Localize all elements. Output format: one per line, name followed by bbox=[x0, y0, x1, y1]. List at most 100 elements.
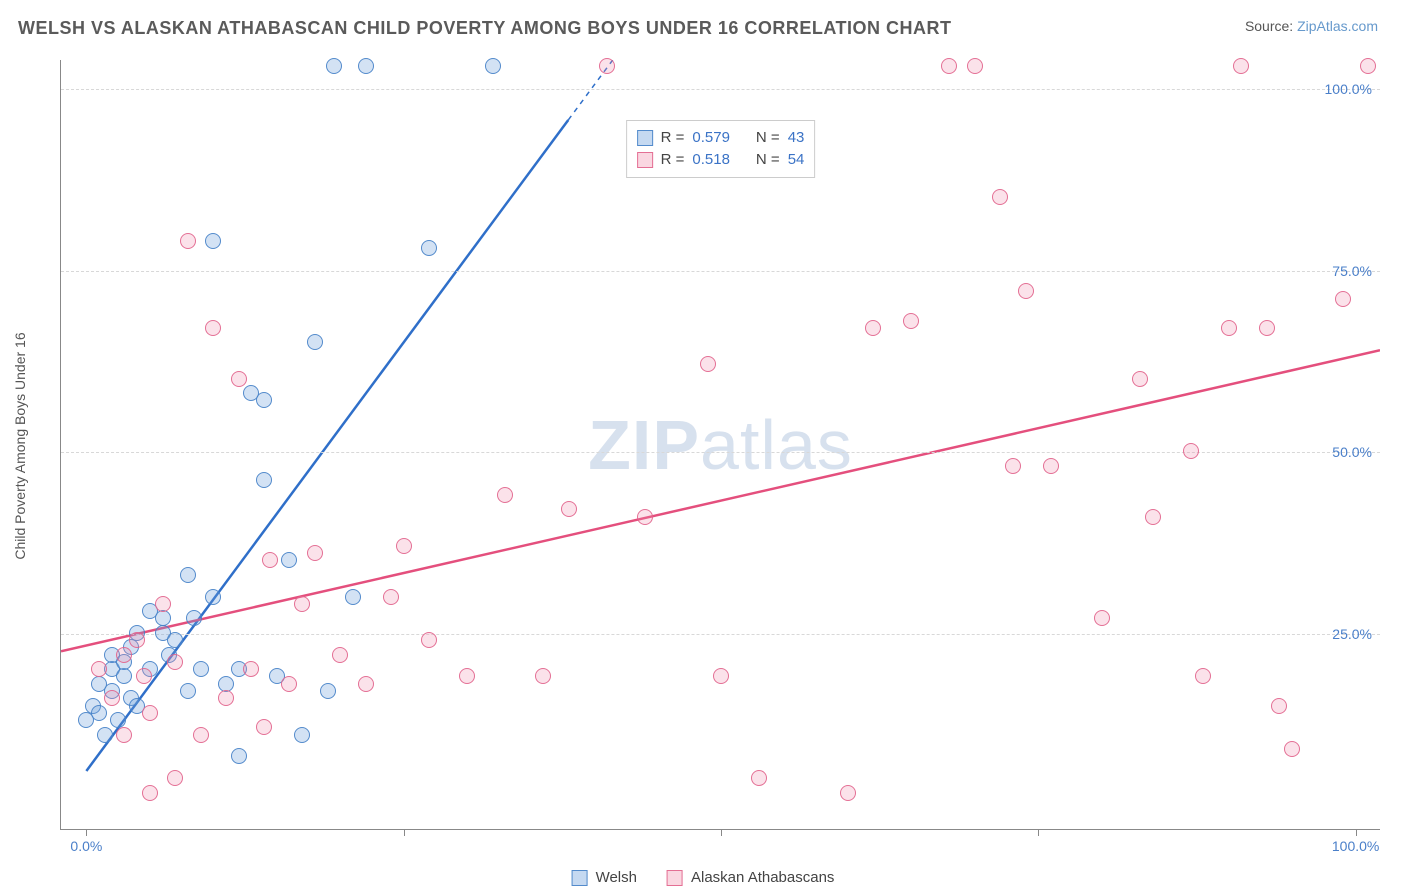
legend-item-athabascan[interactable]: Alaskan Athabascans bbox=[667, 869, 834, 886]
data-point[interactable] bbox=[1183, 443, 1199, 459]
data-point[interactable] bbox=[262, 552, 278, 568]
data-point[interactable] bbox=[1335, 291, 1351, 307]
data-point[interactable] bbox=[256, 392, 272, 408]
data-point[interactable] bbox=[256, 472, 272, 488]
data-point[interactable] bbox=[142, 705, 158, 721]
data-point[interactable] bbox=[205, 589, 221, 605]
legend-label-welsh: Welsh bbox=[596, 869, 637, 886]
data-point[interactable] bbox=[180, 233, 196, 249]
data-point[interactable] bbox=[1132, 371, 1148, 387]
data-point[interactable] bbox=[167, 654, 183, 670]
data-point[interactable] bbox=[358, 676, 374, 692]
data-point[interactable] bbox=[1195, 668, 1211, 684]
data-point[interactable] bbox=[167, 632, 183, 648]
data-point[interactable] bbox=[116, 727, 132, 743]
data-point[interactable] bbox=[155, 610, 171, 626]
data-point[interactable] bbox=[142, 785, 158, 801]
r-value-athabascan: 0.518 bbox=[692, 149, 730, 171]
data-point[interactable] bbox=[193, 661, 209, 677]
data-point[interactable] bbox=[180, 567, 196, 583]
x-tick bbox=[1038, 829, 1039, 836]
data-point[interactable] bbox=[91, 661, 107, 677]
data-point[interactable] bbox=[903, 313, 919, 329]
n-value-welsh: 43 bbox=[788, 127, 805, 149]
data-point[interactable] bbox=[167, 770, 183, 786]
data-point[interactable] bbox=[1233, 58, 1249, 74]
data-point[interactable] bbox=[967, 58, 983, 74]
data-point[interactable] bbox=[281, 552, 297, 568]
data-point[interactable] bbox=[136, 668, 152, 684]
data-point[interactable] bbox=[700, 356, 716, 372]
data-point[interactable] bbox=[1043, 458, 1059, 474]
n-label: N = bbox=[756, 127, 780, 149]
data-point[interactable] bbox=[256, 719, 272, 735]
data-point[interactable] bbox=[180, 683, 196, 699]
data-point[interactable] bbox=[294, 596, 310, 612]
data-point[interactable] bbox=[396, 538, 412, 554]
source-prefix: Source: bbox=[1245, 18, 1297, 34]
data-point[interactable] bbox=[497, 487, 513, 503]
r-label: R = bbox=[661, 127, 685, 149]
data-point[interactable] bbox=[231, 371, 247, 387]
data-point[interactable] bbox=[294, 727, 310, 743]
data-point[interactable] bbox=[307, 334, 323, 350]
data-point[interactable] bbox=[421, 632, 437, 648]
data-point[interactable] bbox=[307, 545, 323, 561]
data-point[interactable] bbox=[1360, 58, 1376, 74]
data-point[interactable] bbox=[865, 320, 881, 336]
x-tick bbox=[86, 829, 87, 836]
data-point[interactable] bbox=[941, 58, 957, 74]
data-point[interactable] bbox=[116, 668, 132, 684]
data-point[interactable] bbox=[383, 589, 399, 605]
data-point[interactable] bbox=[129, 632, 145, 648]
grid-line bbox=[61, 89, 1380, 90]
data-point[interactable] bbox=[535, 668, 551, 684]
swatch-blue-icon bbox=[637, 130, 653, 146]
data-point[interactable] bbox=[358, 58, 374, 74]
data-point[interactable] bbox=[97, 727, 113, 743]
data-point[interactable] bbox=[637, 509, 653, 525]
data-point[interactable] bbox=[116, 647, 132, 663]
data-point[interactable] bbox=[281, 676, 297, 692]
data-point[interactable] bbox=[104, 690, 120, 706]
swatch-pink-icon bbox=[667, 870, 683, 886]
data-point[interactable] bbox=[218, 690, 234, 706]
source-link[interactable]: ZipAtlas.com bbox=[1297, 18, 1378, 34]
data-point[interactable] bbox=[243, 661, 259, 677]
data-point[interactable] bbox=[345, 589, 361, 605]
legend-series: Welsh Alaskan Athabascans bbox=[572, 869, 835, 886]
data-point[interactable] bbox=[193, 727, 209, 743]
data-point[interactable] bbox=[992, 189, 1008, 205]
n-label: N = bbox=[756, 149, 780, 171]
data-point[interactable] bbox=[231, 748, 247, 764]
data-point[interactable] bbox=[599, 58, 615, 74]
data-point[interactable] bbox=[459, 668, 475, 684]
data-point[interactable] bbox=[155, 596, 171, 612]
data-point[interactable] bbox=[205, 320, 221, 336]
y-tick-label: 100.0% bbox=[1325, 81, 1372, 97]
data-point[interactable] bbox=[1259, 320, 1275, 336]
data-point[interactable] bbox=[1145, 509, 1161, 525]
data-point[interactable] bbox=[561, 501, 577, 517]
data-point[interactable] bbox=[326, 58, 342, 74]
data-point[interactable] bbox=[713, 668, 729, 684]
data-point[interactable] bbox=[1094, 610, 1110, 626]
data-point[interactable] bbox=[1271, 698, 1287, 714]
legend-item-welsh[interactable]: Welsh bbox=[572, 869, 637, 886]
data-point[interactable] bbox=[1018, 283, 1034, 299]
x-tick bbox=[404, 829, 405, 836]
x-tick-label: 100.0% bbox=[1332, 838, 1379, 854]
data-point[interactable] bbox=[320, 683, 336, 699]
data-point[interactable] bbox=[840, 785, 856, 801]
data-point[interactable] bbox=[91, 705, 107, 721]
data-point[interactable] bbox=[1221, 320, 1237, 336]
data-point[interactable] bbox=[1005, 458, 1021, 474]
data-point[interactable] bbox=[332, 647, 348, 663]
data-point[interactable] bbox=[421, 240, 437, 256]
x-tick bbox=[1356, 829, 1357, 836]
data-point[interactable] bbox=[205, 233, 221, 249]
data-point[interactable] bbox=[1284, 741, 1300, 757]
data-point[interactable] bbox=[186, 610, 202, 626]
data-point[interactable] bbox=[485, 58, 501, 74]
data-point[interactable] bbox=[751, 770, 767, 786]
